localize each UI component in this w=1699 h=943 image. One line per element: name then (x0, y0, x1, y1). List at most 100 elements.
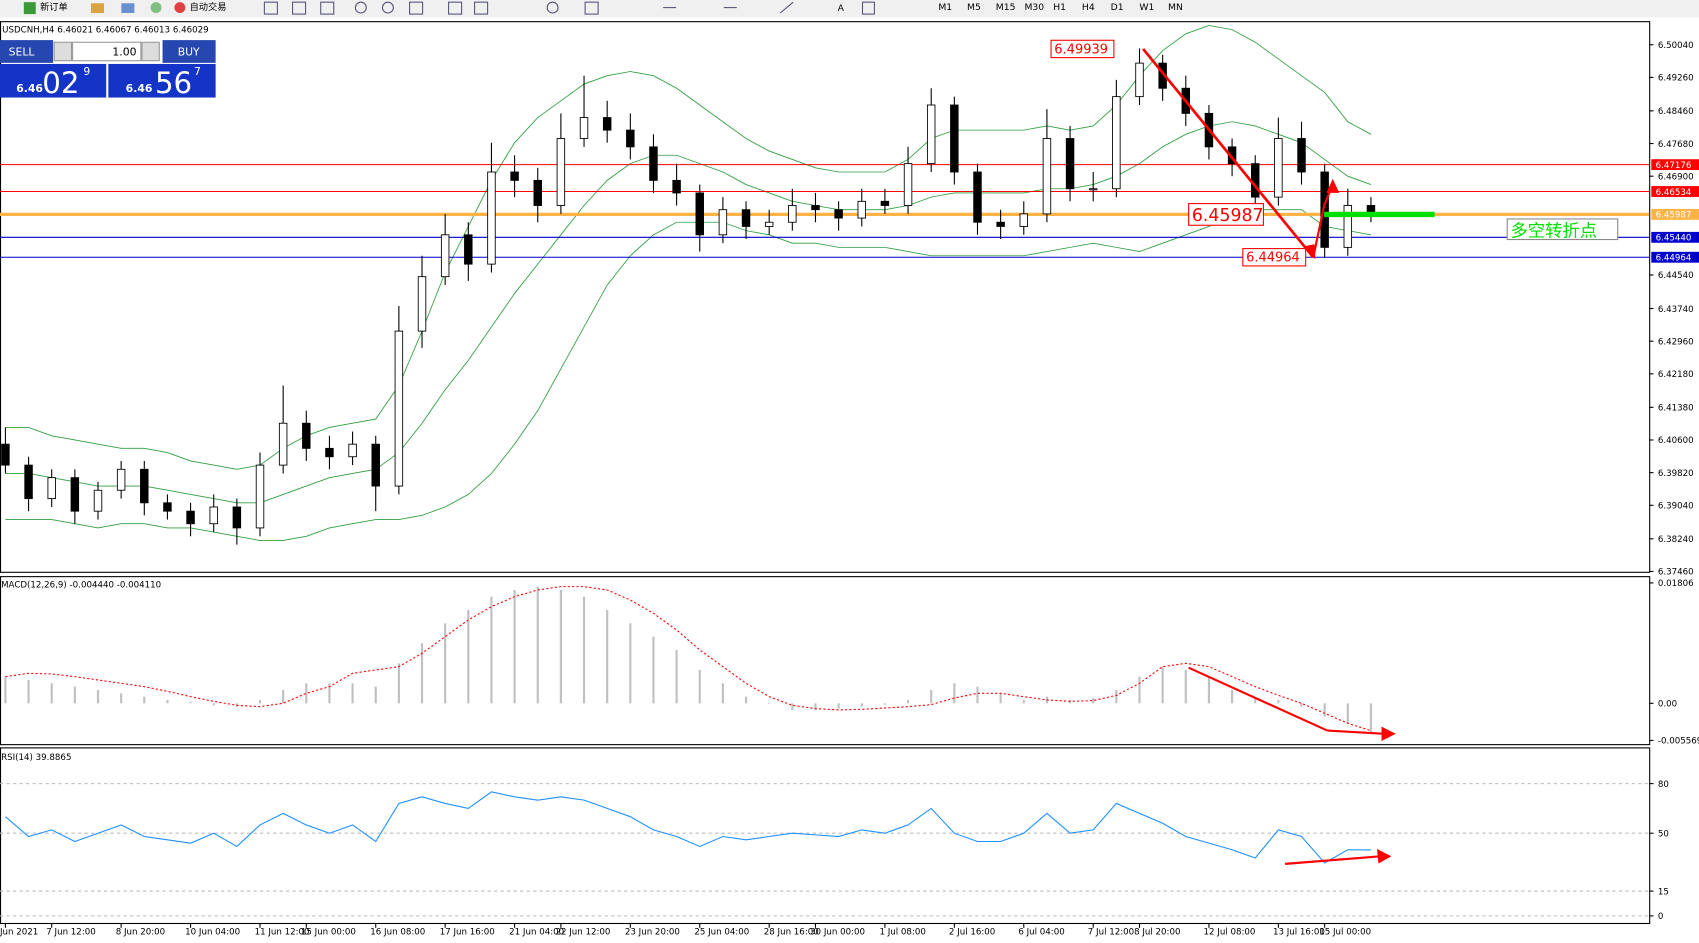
candle-body (440, 234, 450, 278)
sell-price-pips: 02 (42, 66, 79, 100)
candle-body (741, 209, 751, 227)
sell-label[interactable]: SELL (9, 45, 35, 58)
macd-bar (721, 683, 724, 704)
macd-bar (860, 703, 863, 707)
macd-bar (1138, 676, 1141, 704)
trendline[interactable] (779, 1, 794, 14)
volume-down[interactable] (53, 41, 73, 62)
y-tick-label: 6.46900 (1658, 172, 1694, 182)
candle-body (811, 205, 820, 211)
sell-button[interactable] (0, 40, 54, 63)
buy-button[interactable] (162, 40, 216, 63)
toolbar-icon[interactable] (263, 1, 278, 15)
volume-value[interactable]: 1.00 (112, 45, 136, 58)
toolbar-icon[interactable] (448, 1, 463, 15)
x-tick-label: 15 Jun 00:00 (301, 927, 356, 937)
buy-price-box[interactable] (108, 63, 216, 98)
toolbar-icon[interactable] (150, 2, 162, 14)
macd-bar (143, 696, 146, 704)
volume-up[interactable] (141, 41, 160, 62)
x-tick-label: 22 Jun 12:00 (555, 927, 610, 937)
x-tick-label: 16 Jun 08:00 (370, 927, 425, 937)
macd-bar (513, 589, 516, 704)
macd-bar (374, 686, 377, 704)
y-tick-label: 6.50040 (1658, 41, 1694, 51)
timeframe-button[interactable]: D1 (1111, 2, 1124, 13)
macd-bar (444, 623, 447, 704)
candle-body (1, 443, 10, 466)
macd-bar (1254, 696, 1257, 704)
macd-bar (1323, 703, 1326, 717)
macd-bar (1184, 669, 1187, 704)
macd-bar (953, 683, 956, 704)
macd-signal (5, 586, 1372, 732)
chart-title: USDCNH,H4 6.46021 6.46067 6.46013 6.4602… (2, 26, 208, 36)
macd-bar (698, 669, 701, 704)
zoom-out[interactable] (381, 1, 394, 14)
candle-body (1088, 188, 1098, 191)
label-tool[interactable] (861, 1, 875, 15)
auto-trading[interactable]: 自动交易 (190, 1, 227, 13)
x-tick-label: Jun 2021 (0, 927, 38, 937)
candle-body (24, 464, 33, 500)
candle-body (926, 104, 936, 165)
x-tick-label: 6 Jul 04:00 (1018, 927, 1064, 937)
y-tick-label: 6.49260 (1658, 74, 1694, 84)
buy-label[interactable]: BUY (178, 45, 200, 58)
macd-bar (791, 703, 794, 710)
volume-input[interactable] (72, 41, 142, 62)
candle-body (70, 477, 80, 512)
timeframe-button[interactable]: MN (1168, 2, 1183, 13)
macd-bar (1161, 666, 1164, 704)
text-tool[interactable]: A (838, 3, 845, 14)
templates[interactable] (584, 1, 599, 15)
new-order[interactable]: 新订单 (40, 1, 68, 13)
toolbar-icon[interactable] (292, 1, 307, 15)
timeframe-button[interactable]: H1 (1053, 2, 1066, 13)
candle-body (1297, 138, 1306, 173)
y-tick-label: 50 (1658, 829, 1669, 839)
candle-body (903, 163, 913, 206)
y-tick-label: 6.41380 (1658, 404, 1694, 414)
sell-price-box[interactable] (0, 63, 107, 98)
timeframe-button[interactable]: M15 (996, 2, 1016, 13)
candle-body (1274, 138, 1283, 198)
candle-body (788, 205, 797, 223)
timeframe-button[interactable]: M1 (938, 2, 952, 13)
timeframe-button[interactable]: W1 (1139, 2, 1154, 13)
y-tick-label: 0.00 (1658, 700, 1677, 710)
y-tick-label: 6.37460 (1658, 568, 1694, 578)
new-order-icon[interactable] (23, 2, 36, 15)
timeframe-button[interactable]: M30 (1024, 2, 1044, 13)
candle-body (1042, 138, 1052, 215)
macd-bar (999, 693, 1002, 704)
candle-body (764, 221, 774, 227)
candle-body (93, 489, 103, 512)
macd-bar (27, 679, 30, 704)
timeframe-button[interactable]: H4 (1082, 2, 1095, 13)
auto-trading-icon[interactable] (174, 2, 186, 14)
candle-body (186, 510, 195, 525)
x-tick-label: 12 Jul 08:00 (1204, 927, 1256, 937)
toolbar-icon[interactable] (320, 1, 335, 15)
x-tick-label: 7 Jul 12:00 (1088, 927, 1134, 937)
x-tick-label: 11 Jun 12:00 (255, 927, 310, 937)
x-tick-label: 28 Jun 16:00 (764, 927, 819, 937)
x-tick-label: 21 Jun 04:00 (509, 927, 564, 937)
zoom-in[interactable] (354, 1, 367, 14)
price-level-tag (1651, 159, 1699, 171)
toolbar-icon[interactable] (409, 1, 424, 15)
toolbar-icon[interactable] (121, 3, 135, 14)
timeframe-button[interactable]: M5 (967, 2, 981, 13)
periods[interactable] (546, 1, 559, 14)
toolbar-icon[interactable] (91, 3, 105, 14)
macd-bar (50, 683, 53, 704)
candle-body (417, 276, 427, 332)
buy-price-fraction: 7 (194, 65, 201, 78)
arrow-head (1303, 244, 1316, 260)
y-tick-label: 0 (1658, 912, 1664, 922)
toolbar-icon[interactable] (474, 1, 489, 15)
candle-body (325, 447, 334, 458)
